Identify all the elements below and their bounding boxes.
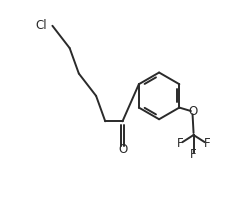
Text: O: O <box>188 105 197 118</box>
Text: Cl: Cl <box>35 19 47 32</box>
Text: F: F <box>177 137 184 150</box>
Text: O: O <box>118 143 127 156</box>
Text: F: F <box>190 148 197 161</box>
Text: F: F <box>203 137 210 150</box>
